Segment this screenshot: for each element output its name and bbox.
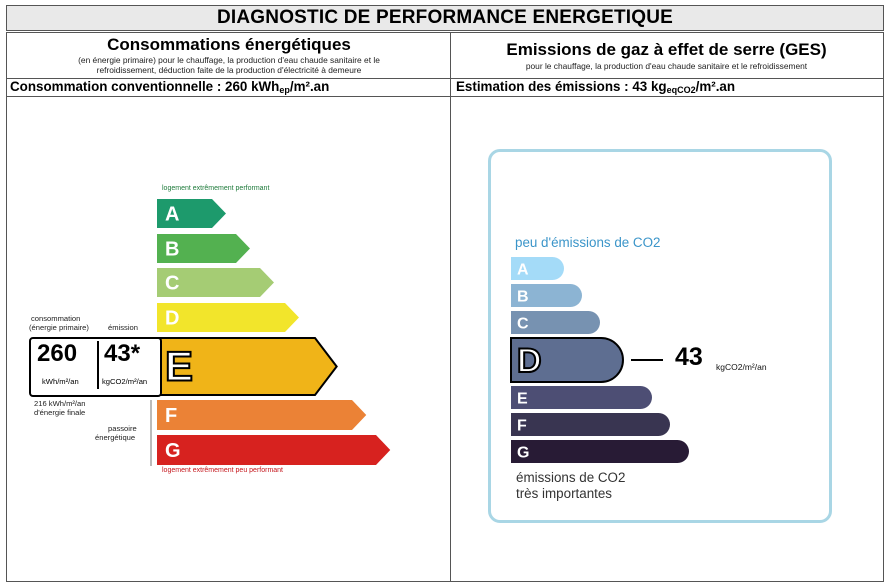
emission-label: émission (108, 323, 138, 332)
final-energy-1: 216 kWh/m²/an (34, 399, 86, 408)
emission-unit: kgCO2/m²/an (102, 377, 148, 386)
energy-class-g-letter: G (165, 440, 181, 462)
energy-summary: Consommation conventionnelle : 260 kWhep… (10, 79, 330, 95)
ges-unit: kgCO2/m²/an (716, 362, 767, 372)
energy-class-b-letter: B (165, 239, 179, 261)
energy-class-d-bar (157, 303, 299, 332)
passoire-label-2: énergétique (95, 433, 136, 442)
energy-top-label: logement extrêmement performant (162, 185, 270, 192)
ges-title: Emissions de gaz à effet de serre (GES) (506, 40, 827, 59)
emission-value: 43* (104, 340, 141, 367)
ges-class-d-bar (510, 337, 624, 383)
ges-summary: Estimation des émissions : 43 kgeqCO2/m²… (456, 79, 736, 95)
energy-class-a-bar (157, 199, 226, 228)
ges-class-c-bar (511, 311, 601, 334)
ges-class-b-bar (511, 284, 582, 307)
energy-subtitle-2: refroidissement, déduction faite de la p… (96, 65, 362, 75)
energy-bottom-label: logement extrêmement peu performant (162, 467, 284, 474)
ges-bottom-label-1: émissions de CO2 (516, 470, 626, 485)
row-divider (6, 78, 884, 79)
column-divider (450, 32, 451, 582)
row-divider (6, 96, 884, 97)
ges-class-f-letter: F (517, 418, 527, 435)
ges-class-f-bar (511, 413, 670, 436)
passoire-label-1: passoire (108, 424, 137, 433)
energy-class-g-bar (157, 435, 391, 465)
passoire-bracket (150, 400, 152, 466)
energy-subtitle-1: (en énergie primaire) pour le chauffage,… (78, 55, 380, 65)
table-frame (6, 32, 884, 582)
primary-unit: kWh/m²/an (42, 377, 79, 386)
energy-class-f-bar (157, 400, 367, 430)
ges-value: 43 (675, 343, 703, 371)
energy-class-d-letter: D (165, 308, 179, 330)
energy-class-f-letter: F (165, 405, 177, 427)
energy-class-a-letter: A (165, 204, 179, 226)
value-box-divider (97, 341, 99, 389)
ges-subtitle: pour le chauffage, la production d'eau c… (525, 61, 808, 71)
ges-class-a-bar (511, 257, 564, 280)
ges-class-a-letter: A (517, 262, 529, 279)
energy-value-box (29, 337, 162, 397)
energy-class-c-bar (157, 268, 274, 297)
energy-class-b-bar (157, 234, 250, 263)
energy-class-c-letter: C (165, 273, 179, 295)
primary-value: 260 (37, 340, 78, 367)
consumption-label-2: (énergie primaire) (29, 323, 89, 332)
consumption-label-1: consommation (31, 314, 81, 323)
ges-class-g-letter: G (517, 445, 529, 462)
energy-class-e-letter: E (165, 343, 193, 390)
ges-bottom-label-2: très importantes (516, 486, 613, 501)
final-energy-2: d'énergie finale (34, 408, 86, 417)
ges-top-label: peu d'émissions de CO2 (515, 235, 661, 250)
ges-class-c-letter: C (517, 316, 529, 333)
ges-class-e-letter: E (517, 391, 528, 408)
ges-class-b-letter: B (517, 289, 529, 306)
ges-class-e-bar (511, 386, 652, 409)
ges-class-g-bar (511, 440, 689, 463)
ges-class-d-letter: D (517, 342, 542, 380)
energy-title: Consommations énergétiques (107, 35, 351, 54)
page-title: DIAGNOSTIC DE PERFORMANCE ENERGETIQUE (6, 5, 884, 31)
